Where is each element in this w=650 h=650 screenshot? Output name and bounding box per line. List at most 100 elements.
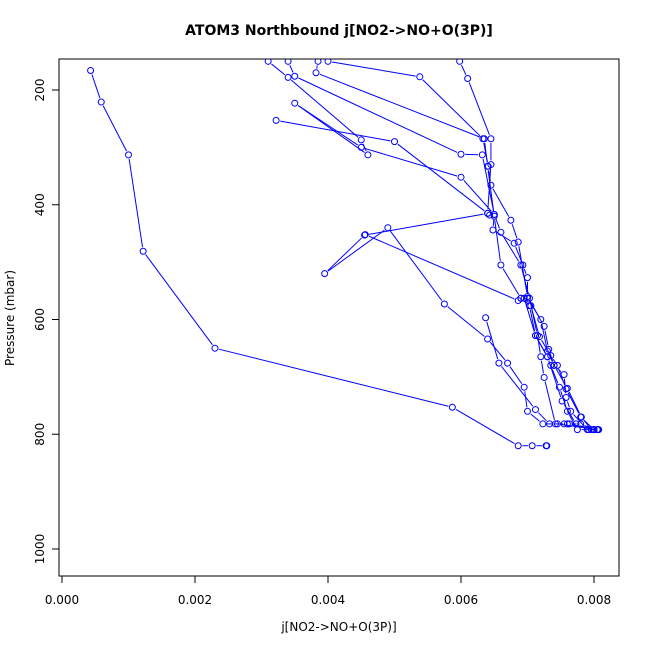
data-point	[553, 361, 561, 369]
series-segment	[91, 74, 101, 99]
data-point	[490, 212, 498, 220]
series-segment	[487, 170, 495, 213]
data-point	[384, 224, 392, 232]
data-point	[520, 294, 528, 302]
series-segment	[529, 299, 543, 323]
data-point	[97, 98, 105, 106]
series-segment	[290, 79, 359, 138]
data-point	[456, 59, 464, 65]
series-segment	[297, 105, 359, 146]
data-point	[595, 426, 603, 434]
series-segment	[567, 392, 580, 414]
series-segment	[389, 230, 443, 301]
data-point	[448, 403, 456, 411]
data-point	[291, 99, 299, 107]
data-point	[524, 407, 531, 415]
series-segment	[487, 168, 492, 210]
data-point	[497, 261, 505, 269]
data-point	[531, 332, 539, 340]
series-segment	[460, 64, 467, 75]
series-segment	[368, 235, 515, 300]
series-segment	[548, 360, 562, 398]
data-point	[545, 420, 553, 428]
y-axis-label: Pressure (mbar)	[3, 270, 17, 366]
data-point	[324, 59, 332, 65]
series-segment	[494, 220, 501, 261]
data-point	[537, 316, 545, 323]
series-segment	[495, 218, 500, 229]
series	[87, 66, 551, 450]
data-point	[487, 161, 495, 169]
series-segment	[297, 105, 365, 153]
data-point	[558, 397, 566, 405]
y-tick-label: 800	[33, 423, 47, 446]
data-point	[545, 345, 553, 353]
data-point	[524, 293, 531, 301]
series-segment	[523, 268, 527, 274]
x-axis-label: j[NO2->NO+O(3P)]	[280, 620, 396, 634]
series-segment	[563, 404, 575, 421]
series-segment	[327, 237, 362, 272]
data-point	[520, 383, 528, 391]
data-point	[312, 69, 320, 77]
data-point	[479, 135, 487, 143]
data-point	[562, 394, 570, 402]
series-segment	[218, 348, 449, 407]
data-point	[314, 59, 322, 65]
series-segment	[102, 105, 128, 152]
series-segment	[529, 309, 536, 332]
data-point	[555, 383, 563, 391]
data-point	[510, 239, 518, 247]
series-segment	[531, 309, 539, 333]
series-segment	[544, 330, 549, 346]
series-segment	[455, 408, 515, 445]
series-segment	[568, 391, 580, 414]
data-point	[514, 238, 522, 246]
series-segment	[316, 65, 318, 69]
data-point	[264, 59, 272, 65]
series-segment	[397, 143, 485, 212]
data-point	[357, 143, 365, 151]
series-segment	[319, 73, 481, 138]
data-point	[565, 420, 573, 428]
chart-title: ATOM3 Northbound j[NO2->NO+O(3P)]	[185, 23, 493, 39]
data-point	[517, 294, 525, 302]
y-tick-label: 200	[33, 79, 47, 102]
series-segment	[486, 321, 499, 360]
data-point	[357, 136, 365, 144]
series-segment	[502, 268, 520, 295]
data-point	[560, 420, 568, 428]
y-tick-label: 1000	[33, 534, 47, 565]
series-segment	[492, 218, 495, 226]
data-point	[550, 361, 558, 369]
series-segment	[492, 188, 510, 217]
data-point	[484, 335, 492, 343]
series-segment	[518, 246, 528, 293]
data-point	[507, 216, 515, 224]
data-point	[361, 231, 369, 239]
x-tick-label: 0.002	[178, 593, 212, 607]
data-point	[563, 420, 571, 428]
data-point	[563, 407, 571, 415]
series-segment	[541, 323, 548, 348]
series	[520, 294, 603, 434]
data-point	[272, 116, 280, 124]
series-segment	[552, 358, 556, 363]
data-point	[495, 359, 503, 367]
data-point	[585, 426, 593, 434]
series-segment	[558, 369, 566, 386]
data-point	[486, 211, 494, 219]
plot-area	[87, 59, 603, 450]
series-segment	[483, 142, 488, 163]
data-point	[539, 420, 547, 428]
data-point	[528, 442, 536, 450]
data-point	[547, 352, 555, 360]
series-segment	[496, 231, 511, 242]
data-point	[572, 420, 580, 428]
series-segment	[573, 414, 585, 427]
series-segment	[271, 63, 286, 76]
series-segment	[502, 235, 520, 262]
data-point	[284, 73, 292, 81]
data-point	[87, 66, 95, 74]
